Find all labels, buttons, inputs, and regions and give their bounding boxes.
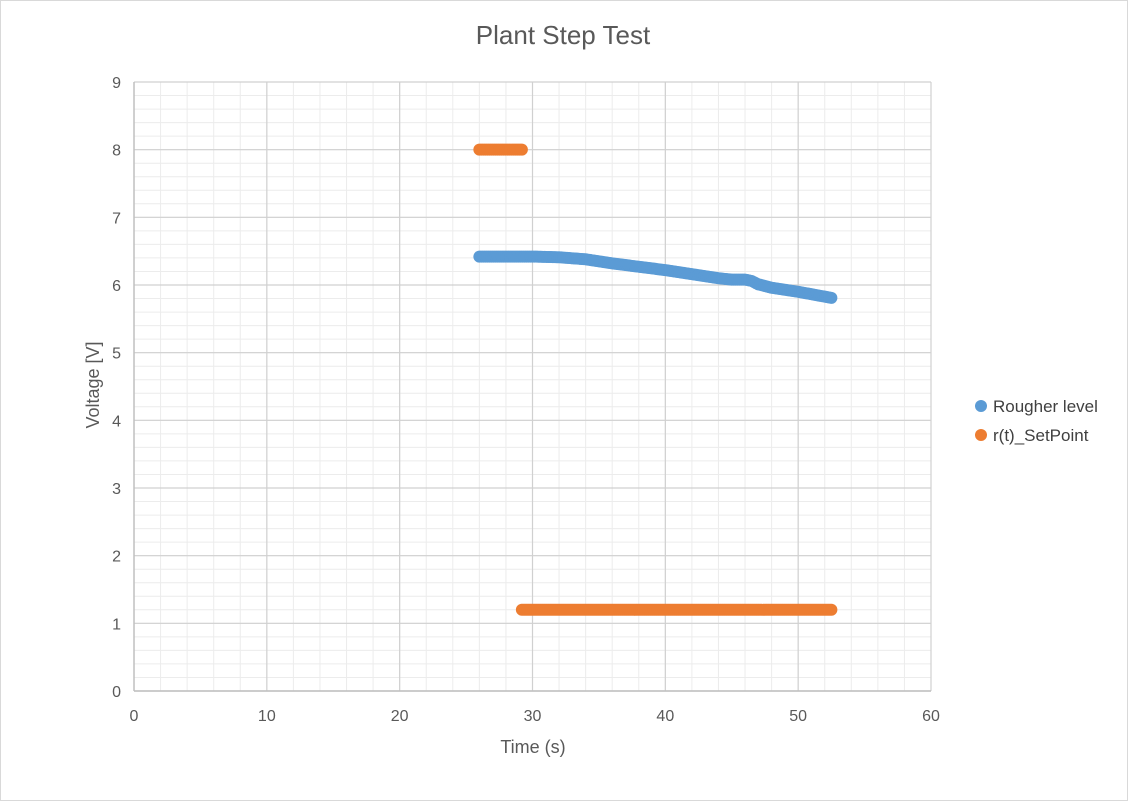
y-tick-label: 7 (112, 210, 121, 227)
legend: Rougher level r(t)_SetPoint (975, 397, 1098, 445)
series-layer (473, 143, 838, 616)
y-tick-label: 1 (112, 616, 121, 633)
x-tick-labels: 0 10 20 30 40 50 60 (130, 708, 940, 725)
data-point-setpoint (515, 143, 528, 156)
x-tick-label: 30 (524, 708, 542, 725)
y-tick-label: 9 (112, 75, 121, 92)
y-axis-label: Voltage [V] (83, 341, 103, 428)
y-tick-label: 0 (112, 684, 121, 701)
series-setpoint (473, 143, 838, 616)
x-tick-label: 40 (656, 708, 674, 725)
y-tick-label: 8 (112, 143, 121, 160)
y-tick-labels: 0 1 2 3 4 5 6 7 8 9 (112, 75, 121, 701)
x-tick-label: 10 (258, 708, 276, 725)
chart-title: Plant Step Test (476, 20, 651, 50)
legend-marker-setpoint (975, 429, 987, 441)
legend-marker-rougher-level (975, 400, 987, 412)
y-tick-label: 5 (112, 346, 121, 363)
axes (133, 82, 931, 692)
y-tick-label: 3 (112, 481, 121, 498)
y-tick-label: 4 (112, 413, 121, 430)
y-tick-label: 2 (112, 549, 121, 566)
legend-label-setpoint: r(t)_SetPoint (993, 426, 1089, 445)
y-tick-label: 6 (112, 278, 121, 295)
x-tick-label: 50 (789, 708, 807, 725)
major-grid (133, 81, 932, 692)
x-tick-label: 0 (130, 708, 139, 725)
x-axis-label: Time (s) (500, 737, 565, 757)
series-rougher-level (473, 250, 838, 304)
data-point-rougher-level (825, 291, 838, 304)
x-tick-label: 20 (391, 708, 409, 725)
legend-label-rougher-level: Rougher level (993, 397, 1098, 416)
data-point-setpoint (825, 603, 838, 616)
x-tick-label: 60 (922, 708, 940, 725)
